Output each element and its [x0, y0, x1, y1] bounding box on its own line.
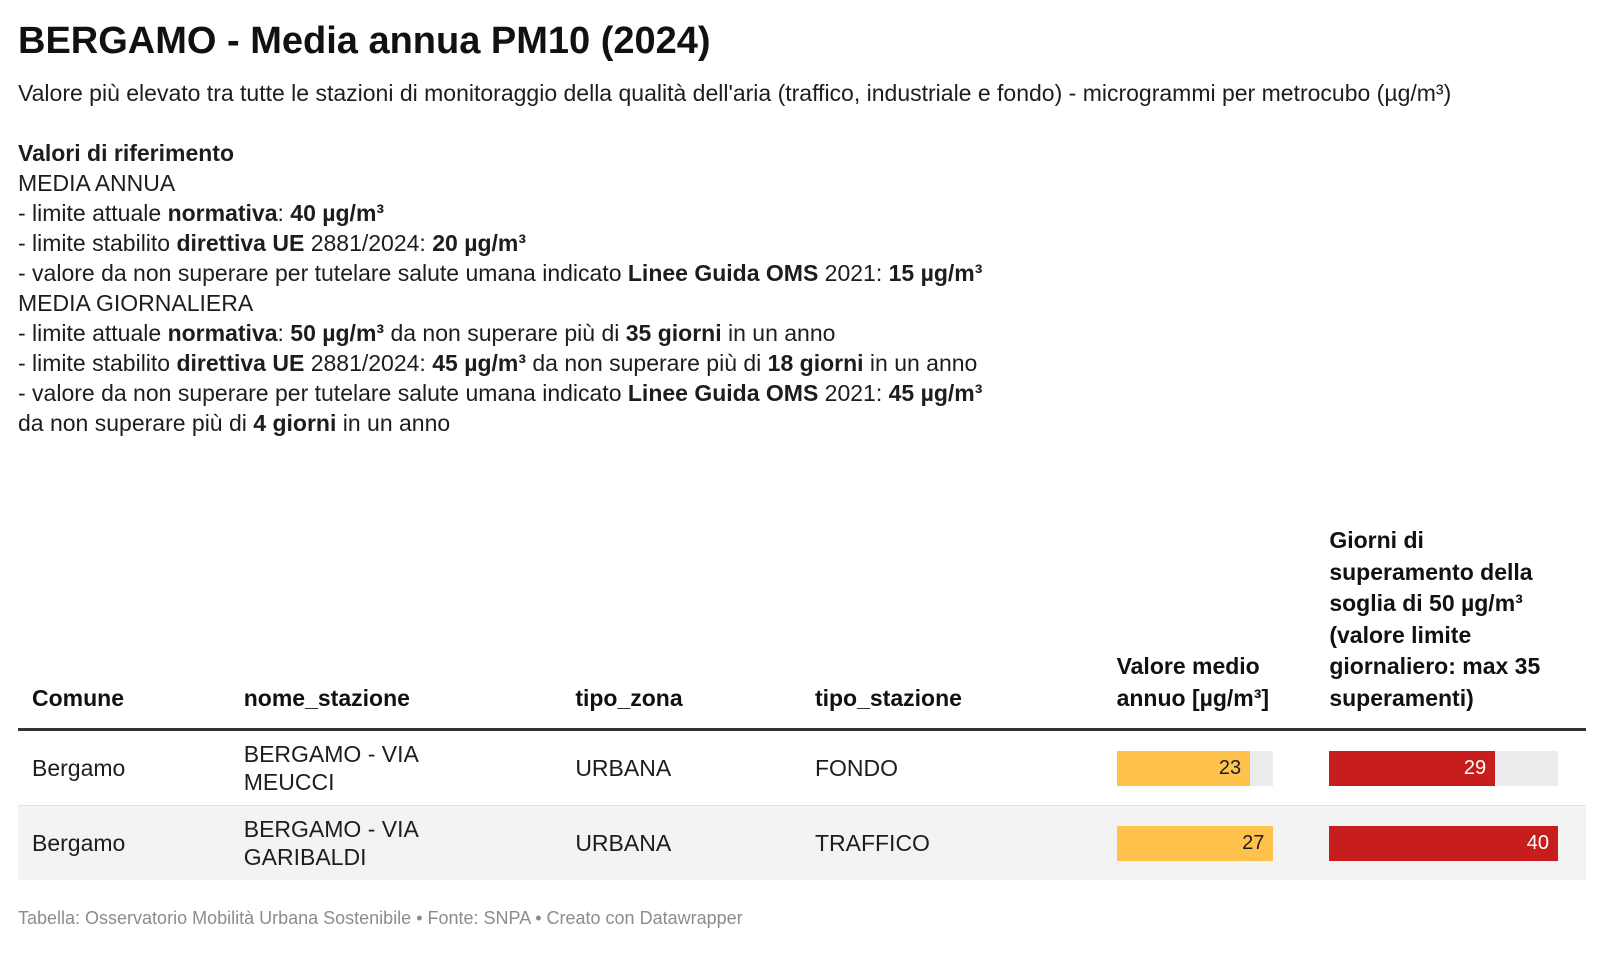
annual-note-2: - limite stabilito direttiva UE 2881/202… — [18, 230, 526, 256]
subtitle: Valore più elevato tra tutte le stazioni… — [18, 80, 1452, 106]
daily-label: MEDIA GIORNALIERA — [18, 290, 254, 316]
giorni-bar-label: 40 — [1526, 831, 1549, 854]
col-header-valore[interactable]: Valore medio annuo [µg/m³] — [1102, 525, 1316, 731]
valore-bar-label: 27 — [1242, 831, 1265, 854]
annual-label: MEDIA ANNUA — [18, 170, 176, 196]
cell-nome-stazione: BERGAMO - VIA MEUCCI — [229, 729, 562, 806]
table-row: Bergamo BERGAMO - VIA MEUCCI URBANA FOND… — [18, 729, 1586, 806]
col-header-tipo-stazione[interactable]: tipo_stazione — [800, 525, 1103, 731]
valore-bar-label: 23 — [1218, 756, 1242, 779]
giorni-bar-fill — [1329, 825, 1558, 861]
giorni-bar: 29 — [1329, 750, 1558, 786]
valore-bar-fill — [1116, 825, 1274, 861]
giorni-bar-label: 29 — [1463, 756, 1487, 779]
page-title: BERGAMO - Media annua PM10 (2024) — [18, 20, 711, 62]
cell-nome-stazione: BERGAMO - VIA GARIBALDI — [229, 805, 562, 880]
col-header-giorni[interactable]: Giorni di superamento della soglia di 50… — [1315, 525, 1586, 731]
col-header-tipo-zona[interactable]: tipo_zona — [561, 525, 801, 731]
cell-giorni: 29 — [1315, 729, 1586, 806]
giorni-bar: 40 — [1329, 825, 1558, 861]
annual-note-1: - limite attuale normativa: 40 µg/m³ — [18, 200, 385, 226]
daily-note-3-cont: da non superare più di 4 giorni in un an… — [18, 410, 451, 436]
table-row: Bergamo BERGAMO - VIA GARIBALDI URBANA T… — [18, 805, 1586, 880]
cell-comune: Bergamo — [18, 805, 230, 880]
cell-tipo-zona: URBANA — [561, 805, 801, 880]
reference-notes: Valori di riferimento MEDIA ANNUA - limi… — [18, 138, 1582, 438]
annual-note-3: - valore da non superare per tutelare sa… — [18, 260, 983, 286]
table-header-row: Comune nome_stazione tipo_zona tipo_staz… — [18, 525, 1586, 731]
valore-bar: 23 — [1116, 750, 1274, 786]
daily-note-1: - limite attuale normativa: 50 µg/m³ da … — [18, 320, 836, 346]
col-header-comune[interactable]: Comune — [18, 525, 230, 731]
cell-tipo-stazione: FONDO — [800, 729, 1103, 806]
cell-tipo-stazione: TRAFFICO — [800, 805, 1103, 880]
daily-note-3: - valore da non superare per tutelare sa… — [18, 380, 983, 406]
valore-bar: 27 — [1116, 825, 1274, 861]
cell-tipo-zona: URBANA — [561, 729, 801, 806]
col-header-nome-stazione[interactable]: nome_stazione — [229, 525, 562, 731]
data-table: Comune nome_stazione tipo_zona tipo_staz… — [18, 525, 1586, 880]
cell-comune: Bergamo — [18, 729, 230, 806]
cell-valore: 27 — [1102, 805, 1316, 880]
footer-credits: Tabella: Osservatorio Mobilità Urbana So… — [18, 908, 743, 928]
notes-heading: Valori di riferimento — [18, 140, 234, 166]
cell-giorni: 40 — [1315, 805, 1586, 880]
valore-bar-fill — [1116, 750, 1251, 786]
giorni-bar-fill — [1329, 750, 1496, 786]
daily-note-2: - limite stabilito direttiva UE 2881/202… — [18, 350, 978, 376]
cell-valore: 23 — [1102, 729, 1316, 806]
